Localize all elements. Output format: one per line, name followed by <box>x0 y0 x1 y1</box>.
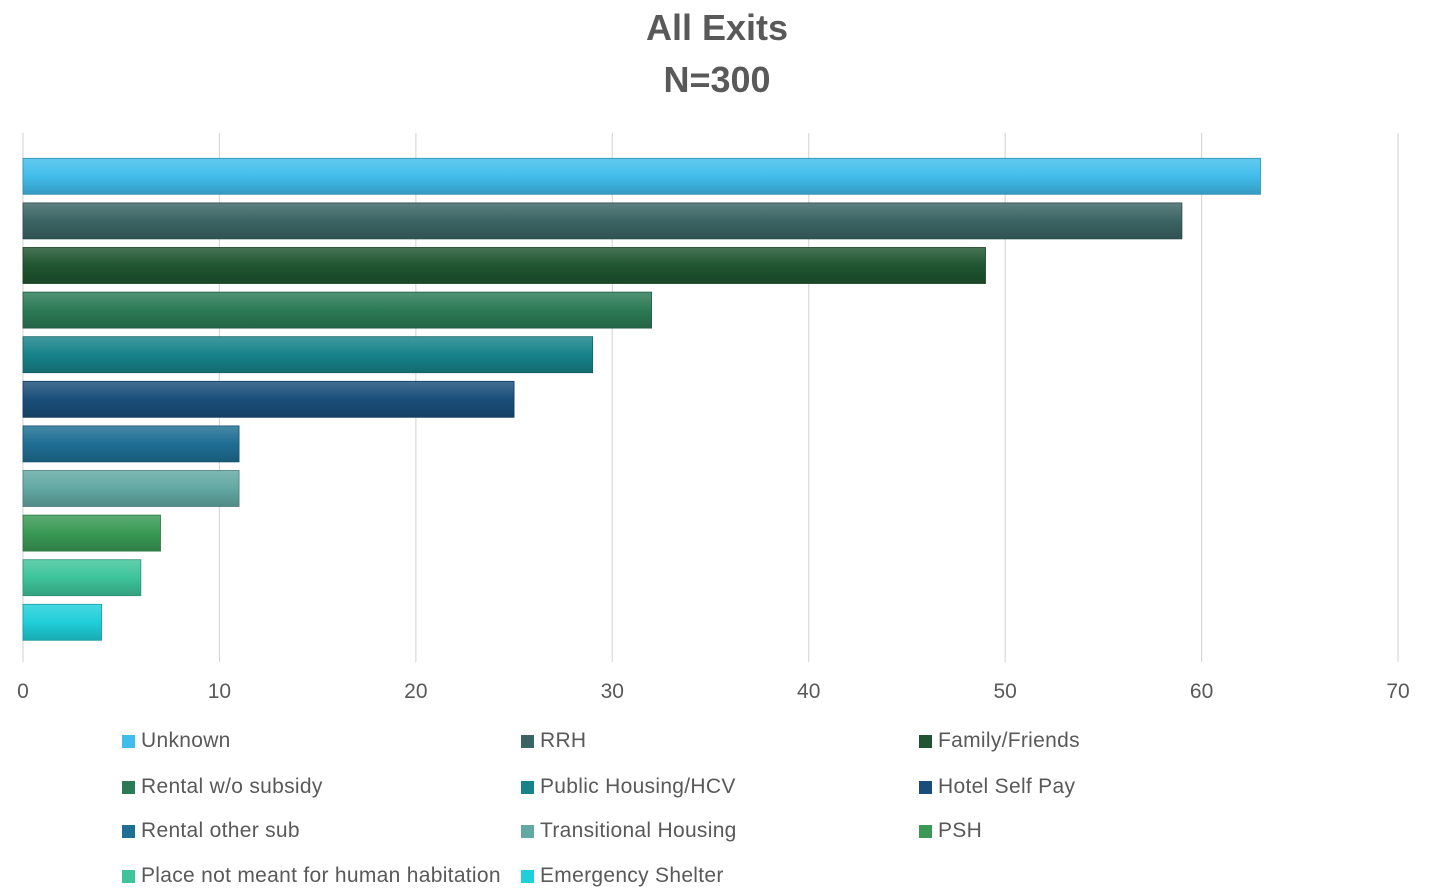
bar <box>22 202 1183 240</box>
x-tick-label: 40 <box>797 680 820 703</box>
x-tick-label: 0 <box>17 680 29 703</box>
bars <box>22 157 1261 641</box>
x-tick-label: 60 <box>1190 680 1213 703</box>
bar <box>22 247 986 284</box>
x-tick-label: 50 <box>993 680 1016 703</box>
chart-title: All Exits <box>645 7 789 48</box>
x-tick-label: 70 <box>1386 680 1409 703</box>
bar <box>22 157 1261 195</box>
bar <box>22 291 652 329</box>
chart-subtitle: N=300 <box>663 59 771 100</box>
bar <box>22 603 102 641</box>
x-tick-label: 10 <box>208 680 231 703</box>
chart-title-block: All Exits N=300 <box>0 2 1434 106</box>
bar <box>22 559 142 597</box>
x-tick-label: 30 <box>601 680 624 703</box>
bar <box>22 336 594 374</box>
bar <box>22 425 240 463</box>
bar <box>22 514 161 552</box>
bar <box>22 380 515 418</box>
x-axis-tick-labels: 0 10 20 30 40 50 60 70 <box>17 680 1410 703</box>
bar <box>22 470 240 507</box>
x-tick-label: 20 <box>404 680 427 703</box>
